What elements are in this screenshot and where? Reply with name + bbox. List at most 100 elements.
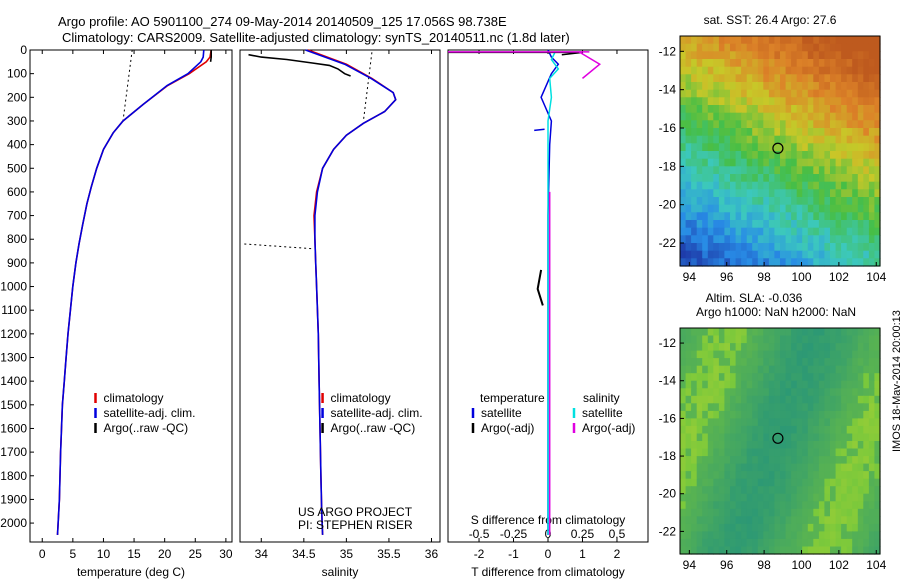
sla-map-cell — [730, 418, 737, 427]
sla-map-cell — [763, 403, 770, 412]
sla-map-cell — [746, 456, 753, 465]
sst-map-cell — [724, 135, 731, 144]
sst-map-cell — [707, 197, 714, 206]
sst-map-cell — [796, 135, 803, 144]
sst-map-cell — [868, 151, 876, 160]
sla-map-cell — [796, 478, 803, 487]
sst-map-cell — [730, 89, 737, 98]
sst-map-cell — [713, 166, 720, 175]
sst-map-cell — [680, 258, 687, 267]
sst-map-cell — [735, 235, 742, 244]
sst-map-cell — [741, 235, 748, 244]
sst-map-cell — [718, 220, 726, 229]
sla-map-cell — [863, 380, 870, 389]
sst-map-cell — [774, 97, 781, 106]
sla-map-cell — [707, 538, 714, 547]
sla-map-cell — [724, 388, 731, 397]
sst-map-cell — [796, 258, 803, 267]
sla-map-cell — [735, 516, 742, 525]
sst-map-cell — [780, 74, 787, 83]
sla-map-cell — [868, 471, 876, 480]
y-tick-label: 300 — [7, 114, 27, 128]
sst-map-cell — [780, 166, 787, 175]
sst-map-cell — [863, 105, 870, 114]
y-tick-label: 1800 — [0, 469, 27, 483]
sst-map-cell — [818, 135, 826, 144]
sla-map-cell — [735, 388, 742, 397]
sst-map-cell — [818, 166, 826, 175]
sla-map-cell — [735, 410, 742, 419]
sst-map-cell — [730, 166, 737, 175]
sla-map-cell — [802, 508, 809, 517]
sla-map-cell — [691, 395, 698, 404]
sst-map-cell — [691, 143, 698, 152]
sla-map-cell — [774, 508, 781, 517]
sst-map-cell — [807, 120, 814, 129]
sst-map-cell — [702, 181, 709, 190]
sst-map-cell — [724, 82, 731, 91]
sst-map-cell — [785, 235, 792, 244]
sst-map-cell — [785, 243, 792, 252]
sst-map-cell — [785, 212, 792, 221]
sla-map-cell — [735, 463, 742, 472]
sla-map-cell — [718, 478, 726, 487]
sst-map-cell — [807, 135, 814, 144]
sst-map-cell — [830, 204, 837, 213]
sst-map-cell — [752, 74, 759, 83]
sst-map-cell — [718, 258, 726, 267]
sla-map-cell — [691, 471, 698, 480]
sst-map-cell — [796, 97, 803, 106]
sst-map-cell — [718, 43, 726, 52]
sst-map-cell — [802, 151, 809, 160]
sla-map-cell — [735, 365, 742, 374]
sst-map-cell — [846, 243, 853, 252]
sla-map-cell — [846, 516, 853, 525]
sla-map-cell — [802, 471, 809, 480]
sst-map-cell — [685, 166, 692, 175]
sla-map-cell — [796, 358, 803, 367]
sst-map-cell — [863, 66, 870, 75]
sst-map-cell — [818, 143, 826, 152]
sla-map-cell — [696, 358, 703, 367]
sst-map-cell — [718, 135, 726, 144]
sla-map-cell — [818, 343, 826, 352]
sla-map-cell — [835, 493, 842, 502]
sst-map-cell — [813, 204, 820, 213]
sla-map-cell — [830, 410, 837, 419]
sla-map-cell — [813, 395, 820, 404]
sla-map-cell — [785, 380, 792, 389]
sst-map-cell — [713, 66, 720, 75]
sst-map-cell — [713, 43, 720, 52]
sla-map-cell — [752, 433, 759, 442]
sst-map-cell — [752, 174, 759, 183]
sla-map-cell — [857, 441, 864, 450]
sla-map-cell — [724, 531, 731, 540]
sla-map-cell — [852, 523, 859, 532]
sla-map-cell — [768, 350, 776, 359]
sst-map-cell — [824, 82, 831, 91]
sst-map-cell — [802, 66, 809, 75]
sst-map-cell — [746, 197, 753, 206]
sla-map-cell — [846, 531, 853, 540]
sla-map-cell — [752, 531, 759, 540]
sst-map-cell — [857, 220, 864, 229]
sla-map-cell — [774, 486, 781, 495]
sla-map-cell — [746, 501, 753, 510]
sla-map-cell — [796, 501, 803, 510]
sst-map-cell — [802, 204, 809, 213]
sst-map-cell — [863, 97, 870, 106]
sla-map-cell — [735, 456, 742, 465]
sla-map-cell — [835, 463, 842, 472]
sla-map-cell — [846, 441, 853, 450]
sst-map-cell — [746, 36, 753, 45]
sst-map-cell — [791, 235, 798, 244]
sst-map-cell — [680, 105, 687, 114]
sla-map-cell — [785, 471, 792, 480]
sla-map-cell — [863, 343, 870, 352]
sla-map-cell — [730, 358, 737, 367]
sst-map-cell — [785, 174, 792, 183]
sla-map-cell — [746, 343, 753, 352]
sst-map-cell — [713, 181, 720, 190]
sst-map-cell — [707, 166, 714, 175]
sst-map-cell — [857, 166, 864, 175]
